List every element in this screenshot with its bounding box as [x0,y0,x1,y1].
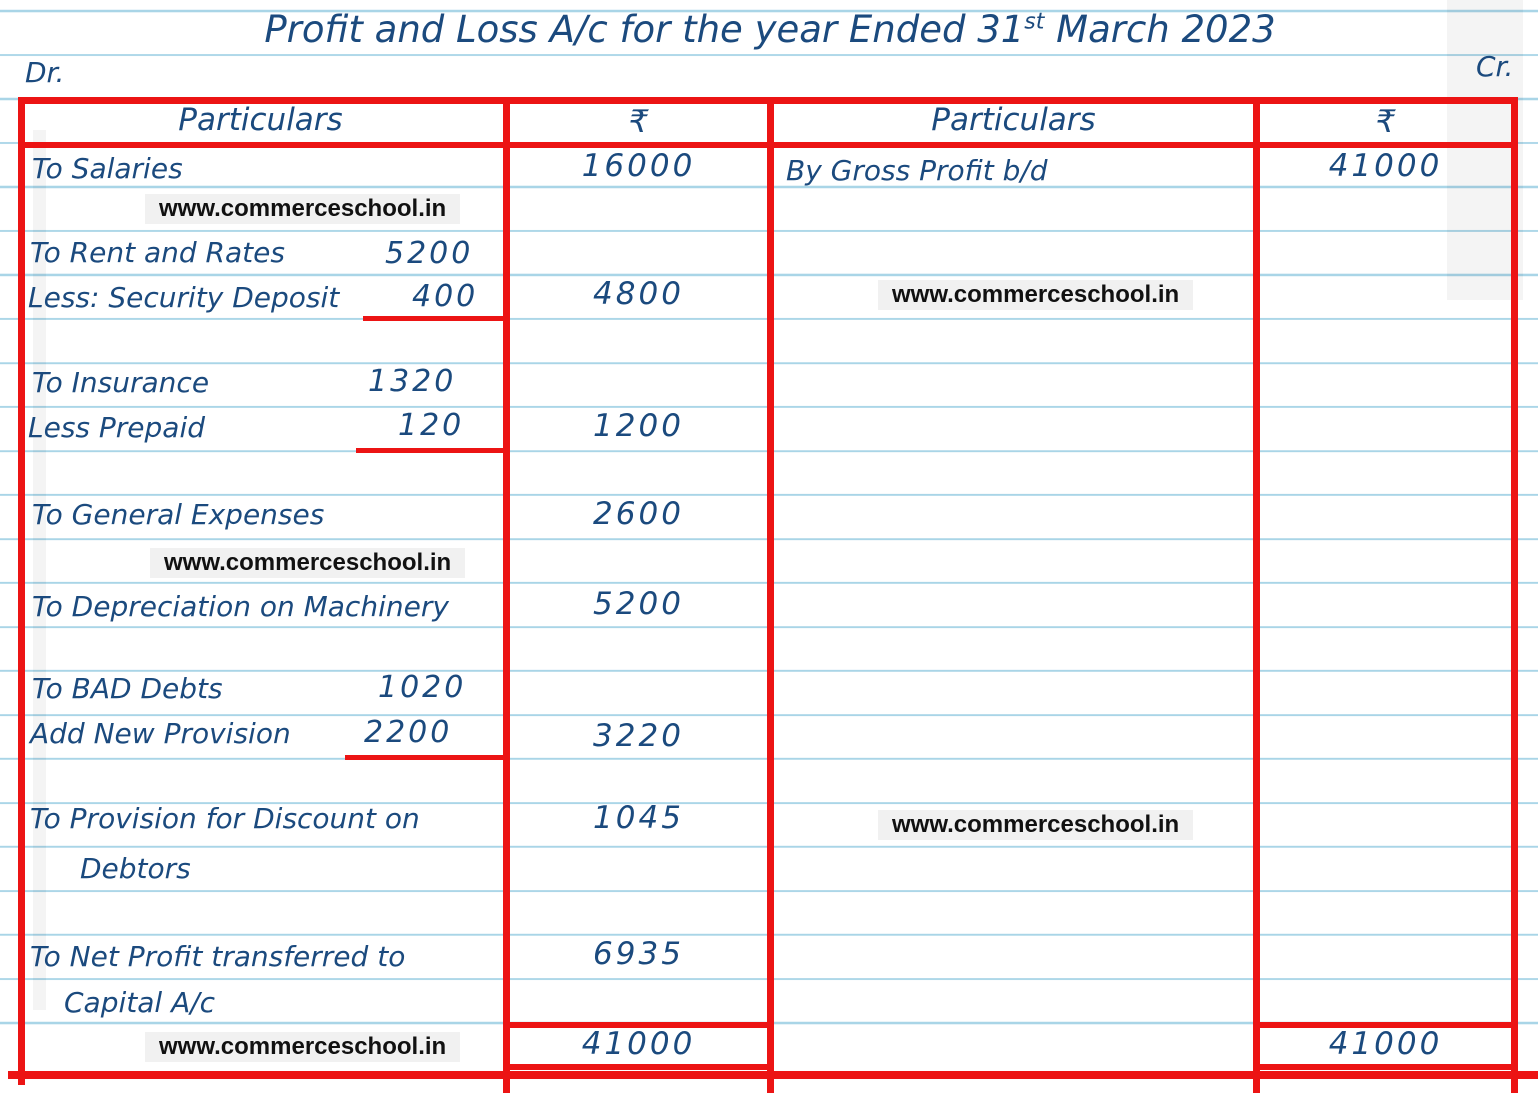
page-title-post: March 2023 [1044,8,1276,51]
debit-row-inner-amount2: 400 [412,279,479,314]
debit-row-label: To General Expenses [32,498,325,531]
page-title-superscript: st [1024,9,1045,35]
debit-row-label: To Provision for Discount on [30,802,420,835]
debit-row-inner-amount: 5200 [385,236,474,271]
debit-row-amount: 2600 [593,496,684,532]
credit-total-amount: 41000 [1328,1026,1443,1062]
credit-total-box-bottom [1253,1064,1518,1070]
debit-row-amount: 4800 [593,276,684,312]
credit-amount-header: ₹ [1375,104,1396,140]
credit-row-label: By Gross Profit b/d [786,154,1048,187]
insurance-less-underline [356,448,506,453]
page-title: Profit and Loss A/c for the year Ended 3… [230,8,1310,51]
scan-artifact-strip [33,130,46,1010]
debit-row-inner-amount: 1020 [378,670,467,705]
table-divider-1 [503,97,510,1093]
debit-row-amount: 16000 [581,148,696,184]
table-border-right [1511,97,1518,1093]
baddebts-add-underline [345,755,506,760]
watermark: www.commerceschool.in [878,810,1194,840]
debit-total-box-bottom [503,1064,774,1070]
credit-particulars-header: Particulars [931,102,1096,138]
debit-row-label-line2: Less: Security Deposit [28,281,340,314]
watermark: www.commerceschool.in [145,1032,461,1062]
rent-less-underline [363,316,506,321]
table-divider-2 [767,97,774,1093]
debit-total-box-top [503,1022,774,1028]
debit-row-amount: 3220 [593,718,684,754]
debit-row-label-line2: Add New Provision [30,717,291,750]
debit-row-label: To Depreciation on Machinery [32,590,449,623]
watermark: www.commerceschool.in [878,280,1194,310]
debit-row-label: To Insurance [32,366,210,399]
cr-label: Cr. [1476,50,1514,83]
dr-label: Dr. [25,56,65,89]
credit-total-box-top [1253,1022,1518,1028]
debit-row-label: To Rent and Rates [30,236,285,269]
debit-particulars-header: Particulars [178,102,343,138]
credit-row-amount: 41000 [1328,148,1443,184]
watermark: www.commerceschool.in [145,194,461,224]
debit-row-inner-amount2: 2200 [364,715,453,750]
debit-row-inner-amount: 1320 [368,364,457,399]
debit-row-amount: 6935 [593,936,684,972]
debit-row-amount: 1200 [593,408,684,444]
page-title-pre: Profit and Loss A/c for the year Ended 3… [264,8,1025,51]
watermark: www.commerceschool.in [150,548,466,578]
debit-row-label: To BAD Debts [32,672,223,705]
scan-artifact-band [1447,0,1523,300]
debit-row-amount: 5200 [593,586,684,622]
table-border-left [18,97,25,1085]
debit-row-label-line2: Less Prepaid [28,411,206,444]
debit-row-label: To Salaries [32,152,183,185]
debit-amount-header: ₹ [628,104,649,140]
debit-total-amount: 41000 [581,1026,696,1062]
debit-row-label-line2: Debtors [80,852,191,885]
debit-row-label: To Net Profit transferred to [30,940,406,973]
table-divider-3 [1253,97,1260,1093]
debit-row-label-line2: Capital A/c [64,986,216,1019]
debit-row-inner-amount2: 120 [398,408,465,443]
debit-row-amount: 1045 [593,800,684,836]
